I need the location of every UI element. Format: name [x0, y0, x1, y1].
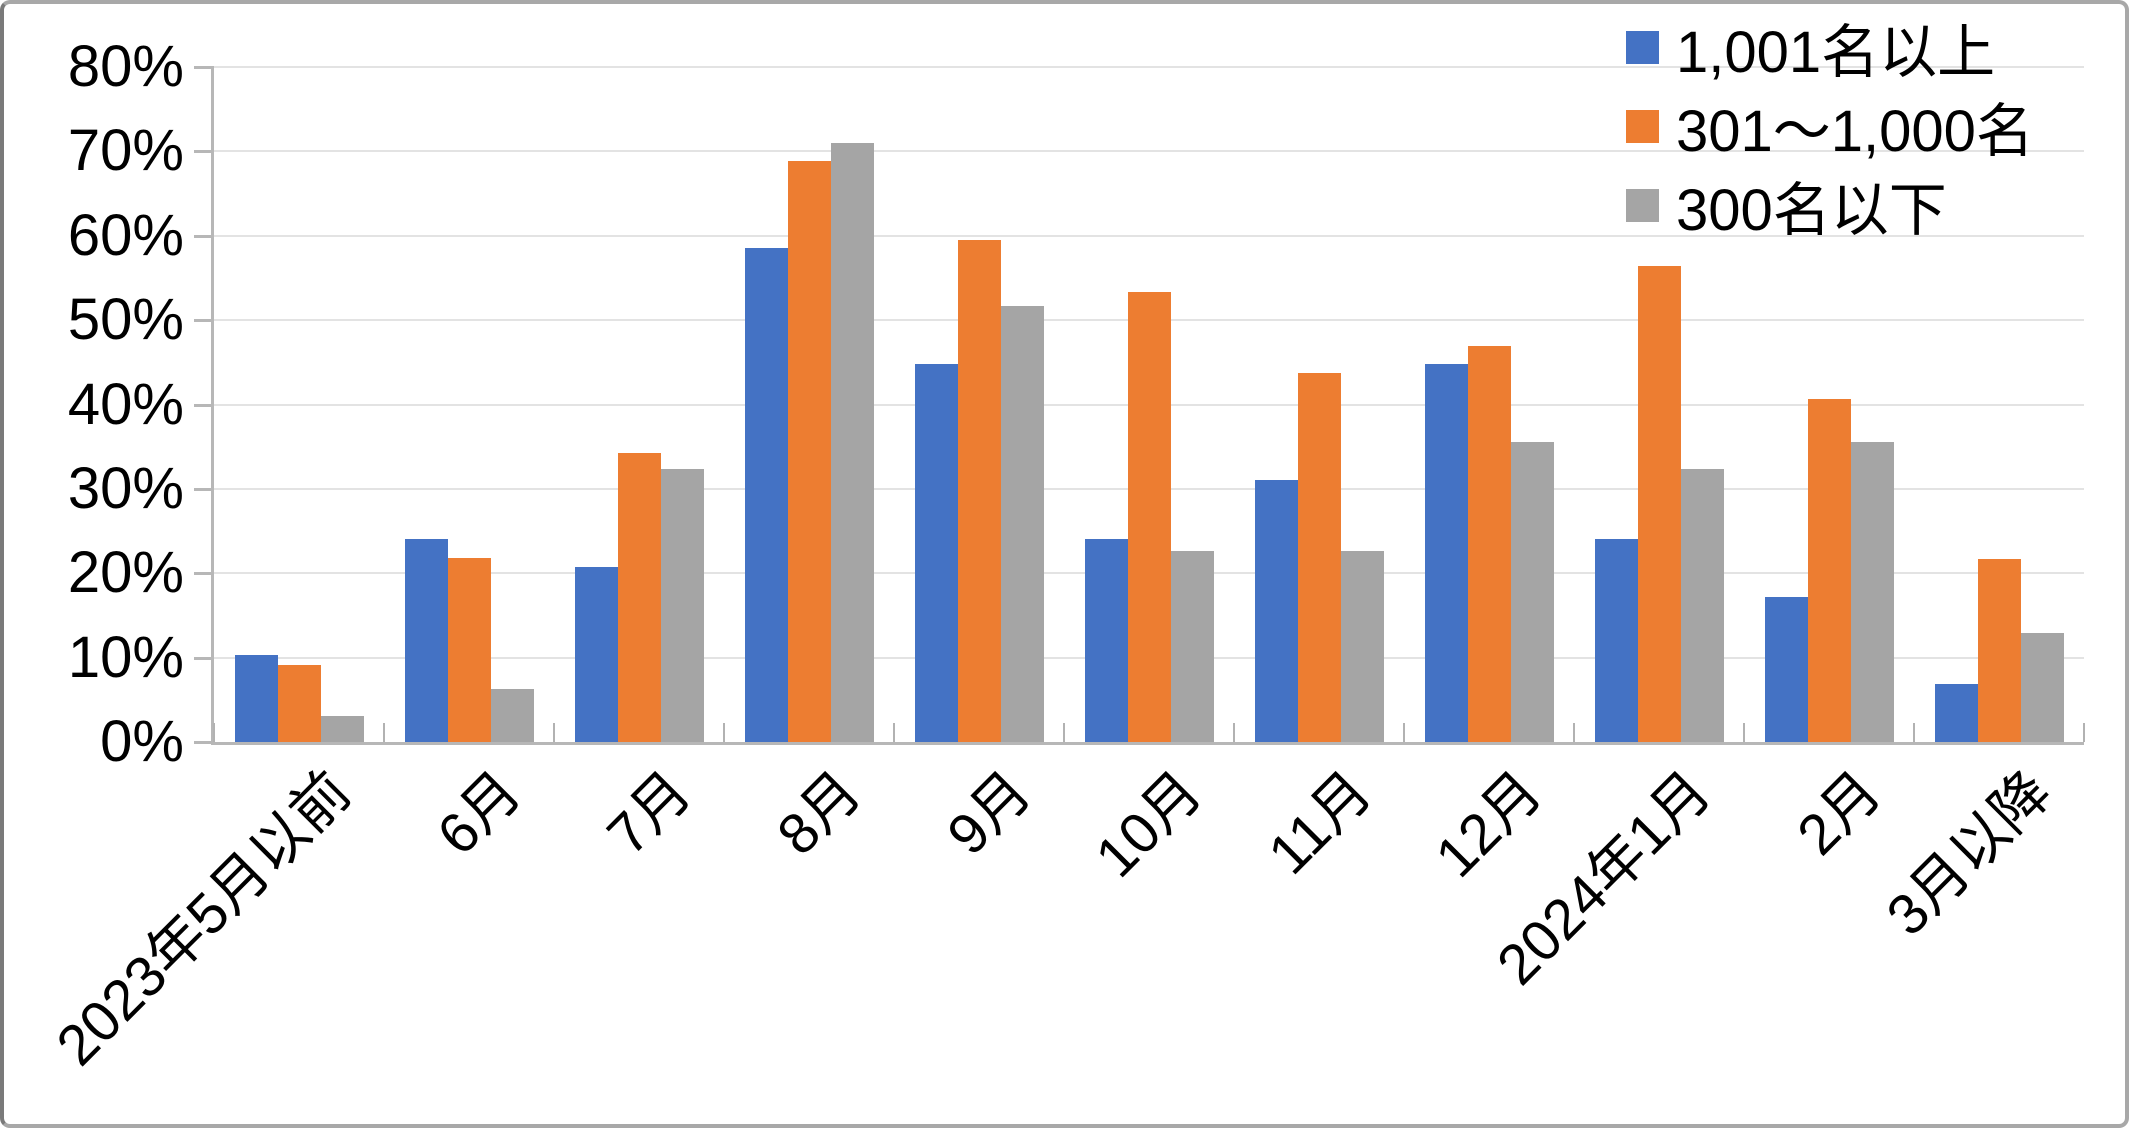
y-axis-label-0: 0%	[100, 709, 184, 774]
bar-1,001名以上-11月	[1254, 480, 1298, 742]
bar-301～1,000名-9月	[957, 239, 1001, 742]
x-axis-label-12月: 12月	[1423, 759, 1554, 890]
x-axis-label-2023年5月以前: 2023年5月以前	[44, 759, 364, 1078]
bar-300名以下-2023年5月以前	[320, 715, 364, 742]
x-axis-label-6月: 6月	[425, 759, 534, 868]
x-axis-tick-11	[2083, 723, 2085, 742]
x-axis-tick-2	[553, 723, 555, 742]
gridline-60pct	[214, 234, 2084, 237]
y-axis-label-30: 30%	[67, 455, 184, 521]
bar-301～1,000名-3月以降	[1977, 558, 2021, 742]
x-axis-label-10月: 10月	[1083, 759, 1214, 890]
x-axis-tick-0	[213, 723, 215, 742]
bar-1,001名以上-3月以降	[1934, 683, 1978, 742]
bar-301～1,000名-10月	[1127, 292, 1171, 742]
y-axis-tick-50	[194, 319, 214, 323]
y-axis-label-10: 10%	[67, 624, 184, 690]
y-axis-tick-30	[194, 487, 214, 491]
bar-301～1,000名-6月	[447, 558, 491, 742]
bar-1,001名以上-2023年5月以前	[234, 655, 278, 742]
bar-300名以下-7月	[660, 469, 704, 742]
bar-301～1,000名-2月	[1807, 399, 1851, 742]
bar-1,001名以上-10月	[1084, 538, 1128, 742]
gridline-70pct	[214, 150, 2084, 153]
y-axis-tick-80	[194, 66, 214, 69]
legend-label: 1,001名以上	[1676, 20, 1996, 85]
legend-marker-icon	[1626, 30, 1659, 64]
y-axis-tick-20	[194, 572, 214, 576]
bar-300名以下-9月	[1000, 305, 1044, 742]
y-axis-tick-40	[194, 403, 214, 407]
bar-301～1,000名-11月	[1297, 373, 1341, 742]
x-axis-label-2月: 2月	[1785, 759, 1894, 868]
x-axis-tick-1	[383, 723, 385, 742]
y-axis-label-70: 70%	[67, 118, 184, 184]
legend-item-301～1,000名: 301～1,000名	[1626, 95, 2034, 164]
bar-1,001名以上-8月	[744, 247, 788, 742]
bar-301～1,000名-2023年5月以前	[277, 665, 321, 742]
y-axis-label-80: 80%	[67, 34, 184, 99]
x-axis-tick-9	[1743, 723, 1745, 742]
y-axis-tick-70	[194, 150, 214, 154]
x-axis-tick-10	[1913, 723, 1915, 742]
x-axis-tick-3	[723, 723, 725, 742]
legend: 1,001名以上 301～1,000名 300名以下	[1626, 16, 2034, 253]
y-axis-label-50: 50%	[67, 287, 184, 353]
legend-item-300名以下: 300名以下	[1626, 174, 2034, 243]
gridline-80pct	[214, 66, 2084, 68]
y-axis-tick-0	[194, 741, 214, 744]
x-axis-tick-5	[1063, 723, 1065, 742]
bar-300名以下-2月	[1850, 442, 1894, 742]
bar-300名以下-11月	[1340, 551, 1384, 742]
bar-1,001名以上-12月	[1424, 364, 1468, 742]
bar-1,001名以上-9月	[914, 364, 958, 742]
bar-300名以下-2024年1月	[1680, 469, 1724, 742]
bar-301～1,000名-8月	[787, 160, 831, 742]
x-axis-label-8月: 8月	[765, 759, 874, 868]
bar-300名以下-10月	[1170, 551, 1214, 742]
y-axis-tick-60	[194, 234, 214, 238]
bar-300名以下-12月	[1510, 442, 1554, 742]
y-axis-label-20: 20%	[67, 540, 184, 606]
bar-300名以下-3月以降	[2020, 633, 2064, 742]
x-axis-tick-6	[1233, 723, 1235, 742]
bar-1,001名以上-2月	[1764, 596, 1808, 742]
bar-300名以下-8月	[830, 142, 874, 742]
legend-marker-icon	[1626, 188, 1659, 222]
x-axis-label-7月: 7月	[595, 759, 704, 868]
legend-item-1,001名以上: 1,001名以上	[1626, 16, 2034, 85]
bar-1,001名以上-6月	[404, 538, 448, 742]
bar-1,001名以上-7月	[574, 567, 618, 742]
bar-301～1,000名-12月	[1467, 346, 1511, 742]
x-axis-label-3月以降: 3月以降	[1874, 759, 2064, 948]
x-axis-label-11月: 11月	[1256, 759, 1384, 887]
x-axis-label-9月: 9月	[935, 759, 1044, 868]
y-axis-label-40: 40%	[67, 371, 184, 437]
plot-area: 0% 10% 20% 30% 40% 50% 60% 70% 80% 2023年5月以前 6月 7月 8…	[4, 4, 2125, 1124]
legend-label: 301～1,000名	[1676, 99, 2034, 164]
bar-300名以下-6月	[490, 688, 534, 742]
bar-301～1,000名-2024年1月	[1637, 266, 1681, 742]
y-axis-label-60: 60%	[67, 202, 184, 268]
y-axis-tick-10	[194, 656, 214, 660]
bar-301～1,000名-7月	[617, 452, 661, 742]
bar-1,001名以上-2024年1月	[1594, 538, 1638, 742]
x-axis-tick-8	[1573, 723, 1575, 742]
legend-label: 300名以下	[1676, 178, 1947, 243]
x-axis-tick-4	[893, 723, 895, 742]
legend-marker-icon	[1626, 109, 1659, 143]
x-axis-line	[214, 742, 2084, 745]
y-axis-line	[211, 67, 214, 745]
x-axis-tick-7	[1403, 723, 1405, 742]
